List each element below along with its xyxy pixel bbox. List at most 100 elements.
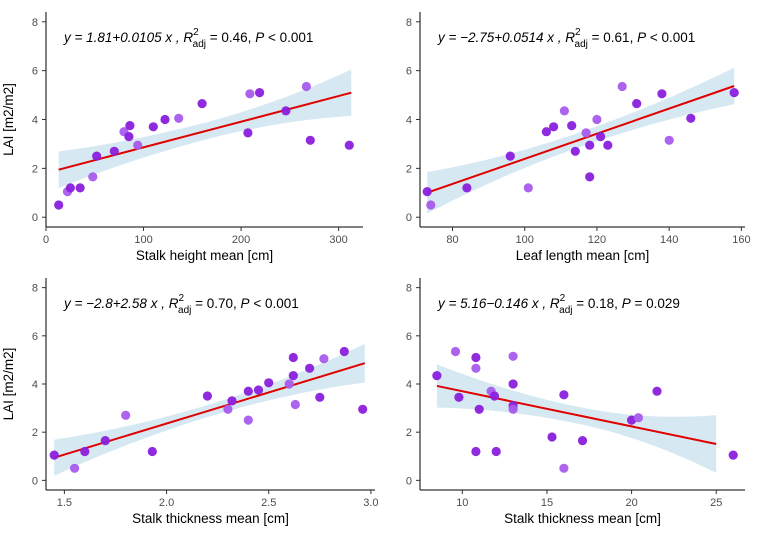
panel-4: 0 2 4 6 8 10 15 20 25 Stalk thickness mean [cm] y … [406,278,745,526]
data-point [75,183,85,193]
x-tick-label: 2.0 [159,497,174,509]
data-point [160,114,170,125]
x-tick-label: 300 [329,234,347,246]
data-point [471,363,481,373]
regression-line [426,85,735,194]
y-tick-label: 6 [32,331,38,343]
data-point [88,172,98,182]
x-tick-label: 20 [625,497,637,509]
data-point [255,88,265,98]
data-point [245,89,255,99]
data-point [728,450,738,460]
data-point [109,146,119,156]
data-point [559,463,569,473]
data-point [133,140,143,150]
data-point [559,390,569,400]
data-point [305,363,315,373]
data-point [284,379,294,389]
data-point [632,99,642,109]
x-axis-title: Stalk height mean [cm] [136,248,273,263]
y-tick-label: 0 [32,212,38,224]
y-tick-label: 4 [406,115,412,127]
data-point [652,386,662,396]
data-point [541,127,552,137]
y-tick-label: 8 [32,17,38,29]
y-tick-label: 4 [32,379,38,391]
y-tick-label: 8 [406,283,412,295]
data-point [100,436,110,446]
x-tick-label: 120 [588,234,606,246]
y-tick-label: 2 [406,427,412,439]
x-axis-title: Leaf length mean [cm] [516,248,650,263]
data-point [290,399,300,410]
data-point [301,81,311,92]
data-point [508,379,518,389]
y-axis-title: LAI [m2/m2] [1,83,16,156]
y-tick-label: 6 [406,331,412,343]
data-point [633,413,644,423]
y-tick-label: 4 [32,115,38,127]
x-tick-label: 80 [446,234,458,246]
y-tick-label: 6 [406,66,412,78]
data-point [319,354,329,364]
data-point [450,346,461,357]
data-point [305,135,315,145]
data-point [559,106,570,116]
x-tick-label: 200 [232,234,250,246]
data-point [474,404,484,414]
panel-2: 0 2 4 6 8 80 100 120 140 160 Leaf length mean [cm]… [406,12,751,263]
data-point [80,446,90,457]
data-point [596,132,606,142]
data-point [223,404,233,414]
data-point [471,446,481,457]
panel-1: 0 2 4 6 8 0 100 200 300 Stalk height mean [cm] LAI… [1,12,363,263]
x-tick-label: 140 [660,234,678,246]
data-point [344,140,354,150]
regression-equation: y = −2.8+2.58 x , R2 adj = 0.70, P < 0.00… [63,293,299,316]
data-point [592,114,602,125]
data-point [174,113,184,123]
y-tick-label: 2 [32,427,38,439]
data-point [489,391,500,401]
data-point [549,122,559,132]
data-point [426,200,436,210]
data-point [65,183,75,193]
regression-equation: y = 1.81+0.0105 x , R2 adj = 0.46, P < 0.… [63,27,313,50]
data-point [603,140,613,150]
data-point [508,351,518,361]
x-tick-label: 25 [710,497,722,509]
x-tick-label: 15 [541,497,553,509]
data-point [253,385,264,395]
regression-line [53,362,366,459]
data-point [454,392,464,402]
data-point [70,463,80,473]
regression-equation: y = −2.75+0.0514 x , R2 adj = 0.61, P < 0… [437,27,695,50]
data-point [471,352,481,363]
data-point [148,122,158,132]
x-tick-label: 10 [456,497,468,509]
x-tick-label: 100 [516,234,534,246]
x-tick-label: 100 [134,234,152,246]
confidence-band [58,69,352,188]
data-point [508,404,518,414]
data-point [92,151,102,161]
panel-3: 0 2 4 6 8 1.5 2.0 2.5 3.0 Stalk thickness mean [c… [1,278,379,526]
data-point [315,392,325,402]
data-point [281,106,291,116]
data-point [657,89,667,99]
data-point [729,88,739,98]
data-point [243,386,253,396]
data-point [54,200,64,210]
y-tick-label: 0 [406,475,412,487]
data-point [288,352,298,363]
data-point [462,183,472,193]
x-tick-label: 160 [732,234,750,246]
y-tick-label: 0 [406,212,412,224]
data-point [227,396,237,406]
data-point [358,404,368,414]
x-tick-label: 0 [43,234,49,246]
data-point [585,140,595,150]
y-axis-title: LAI [m2/m2] [1,348,16,421]
x-tick-label: 3.0 [363,497,378,509]
y-tick-label: 2 [32,163,38,175]
